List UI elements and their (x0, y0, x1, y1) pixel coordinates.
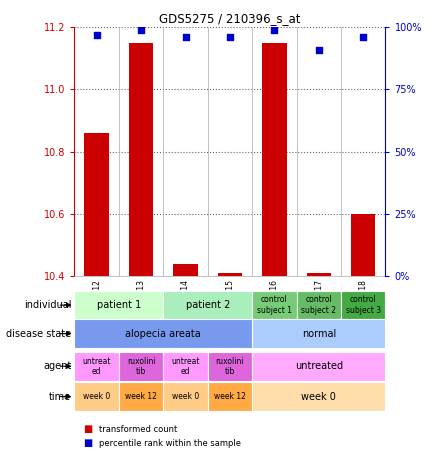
Point (93, 31, 100, 39)
Title: GDS5275 / 210396_s_at: GDS5275 / 210396_s_at (159, 12, 301, 24)
Text: control
subject 1: control subject 1 (257, 295, 292, 315)
Bar (119, 352, 163, 381)
Bar (208, 352, 252, 381)
Bar (252, 319, 385, 348)
Text: week 0: week 0 (83, 392, 110, 401)
Text: untreat
ed: untreat ed (171, 357, 200, 376)
Text: normal: normal (302, 328, 336, 339)
Bar (252, 352, 385, 381)
Text: untreated: untreated (295, 361, 343, 371)
Point (315, 46, 322, 53)
Text: patient 1: patient 1 (97, 300, 141, 310)
Text: control
subject 2: control subject 2 (301, 295, 336, 315)
Bar (262, 43, 286, 276)
Text: percentile rank within the sample: percentile rank within the sample (99, 439, 240, 448)
Text: week 0: week 0 (301, 391, 336, 402)
Bar (74, 382, 119, 411)
Bar (208, 382, 252, 411)
Text: ■: ■ (83, 424, 92, 434)
Bar (307, 273, 331, 276)
Text: patient 2: patient 2 (186, 300, 230, 310)
Point (271, 26, 278, 34)
Text: ruxolini
tib: ruxolini tib (215, 357, 244, 376)
Text: untreat
ed: untreat ed (82, 357, 111, 376)
Bar (129, 43, 153, 276)
Bar (74, 352, 119, 381)
Text: ruxolini
tib: ruxolini tib (127, 357, 155, 376)
Bar (163, 382, 208, 411)
Bar (163, 352, 208, 381)
Text: agent: agent (43, 361, 71, 371)
Bar (297, 291, 341, 319)
Text: individual: individual (24, 300, 71, 310)
Bar (119, 382, 163, 411)
Text: transformed count: transformed count (99, 425, 177, 434)
Point (182, 34, 189, 41)
Text: week 12: week 12 (214, 392, 246, 401)
Bar (173, 264, 198, 276)
Point (138, 26, 145, 34)
Point (226, 34, 233, 41)
Text: week 0: week 0 (172, 392, 199, 401)
Text: disease state: disease state (6, 328, 71, 339)
Bar (351, 214, 375, 276)
Text: ■: ■ (83, 438, 92, 448)
Text: time: time (49, 391, 71, 402)
Text: week 12: week 12 (125, 392, 157, 401)
Point (360, 34, 367, 41)
Bar (74, 319, 252, 348)
Bar (252, 291, 297, 319)
Bar (85, 133, 109, 276)
Text: control
subject 3: control subject 3 (346, 295, 381, 315)
Bar (341, 291, 385, 319)
Bar (74, 291, 163, 319)
Text: alopecia areata: alopecia areata (125, 328, 201, 339)
Bar (252, 382, 385, 411)
Bar (218, 273, 242, 276)
Bar (163, 291, 252, 319)
